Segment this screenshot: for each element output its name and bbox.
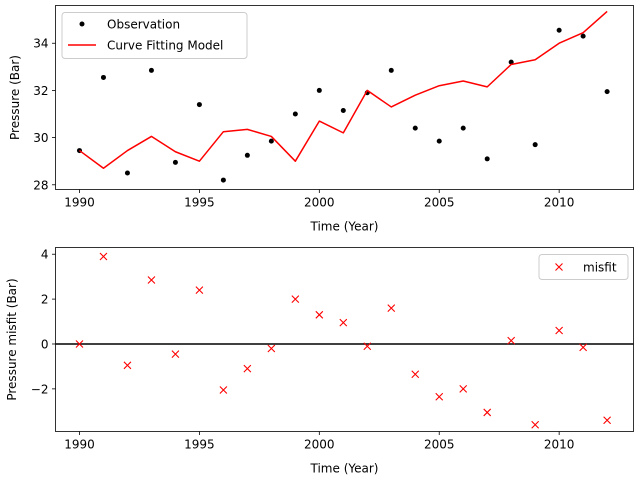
observation-point <box>316 87 322 93</box>
y-tick-label: 28 <box>33 178 48 192</box>
misfit-point <box>555 326 564 335</box>
misfit-point <box>411 370 420 379</box>
observation-point <box>292 111 298 117</box>
misfit-point <box>531 420 540 429</box>
x-tick-label: 2000 <box>304 196 335 210</box>
legend-label-observation: Observation <box>107 18 180 32</box>
misfit-point <box>603 416 612 425</box>
x-tick-label: 2005 <box>424 196 455 210</box>
observation-point <box>172 159 178 165</box>
model-curve-line <box>79 10 608 170</box>
observation-point <box>100 74 106 80</box>
observation-point <box>508 59 514 65</box>
x-tick-label: 2010 <box>544 196 575 210</box>
observation-point <box>244 152 250 158</box>
misfit-point <box>507 336 516 345</box>
legend-label-misfit: misfit <box>583 261 617 275</box>
x-axis-label: Time (Year) <box>310 220 379 234</box>
observation-point <box>484 156 490 162</box>
observation-point <box>436 138 442 144</box>
observation-point <box>340 107 346 113</box>
observation-point <box>388 67 394 73</box>
observation-point <box>196 102 202 108</box>
observation-point <box>532 142 538 148</box>
bottom-plot: 1990 1995 2000 2005 2010 −2 0 2 4 Time (Year) Pres… <box>5 247 634 476</box>
x-tick-label: 1990 <box>64 438 95 452</box>
axes-frame <box>55 5 634 190</box>
misfit-point <box>147 276 156 284</box>
x-tick-label: 2010 <box>544 438 575 452</box>
misfit-point <box>363 342 372 351</box>
misfit-point <box>195 286 204 295</box>
observation-point <box>268 138 274 144</box>
observation-point <box>460 125 466 131</box>
misfit-point <box>483 408 492 417</box>
misfit-point <box>315 310 324 319</box>
misfit-point <box>99 252 108 261</box>
misfit-point <box>267 344 276 353</box>
observation-point <box>124 170 130 176</box>
misfit-point <box>339 318 348 327</box>
legend: Observation Curve Fitting Model <box>61 12 248 59</box>
legend-observation-marker <box>79 21 85 27</box>
y-tick-label: 2 <box>41 293 49 307</box>
y-tick-label: −2 <box>31 382 49 396</box>
legend-label-model: Curve Fitting Model <box>107 39 223 53</box>
observation-point <box>580 33 586 39</box>
observation-point <box>556 27 562 33</box>
x-tick-label: 2005 <box>424 438 455 452</box>
y-tick-label: 30 <box>33 131 48 145</box>
observation-point <box>604 89 610 95</box>
y-tick-label: 34 <box>33 37 48 51</box>
observation-point <box>148 67 154 73</box>
misfit-point <box>171 350 180 358</box>
legend: misfit <box>538 254 629 280</box>
misfit-point <box>243 364 252 373</box>
y-axis-label: Pressure (Bar) <box>8 55 22 140</box>
x-tick-label: 1995 <box>184 196 215 210</box>
misfit-point <box>123 361 132 370</box>
misfit-point <box>291 295 300 303</box>
misfit-point <box>459 384 468 393</box>
misfit-point <box>75 340 84 348</box>
legend-misfit-marker <box>555 263 563 271</box>
legend-box <box>538 254 629 280</box>
legend-box <box>61 12 248 59</box>
y-axis-label: Pressure misfit (Bar) <box>5 278 19 400</box>
observation-point <box>412 125 418 131</box>
axes-frame <box>55 247 634 432</box>
x-tick-label: 1995 <box>184 438 215 452</box>
observation-point <box>220 177 226 183</box>
x-axis-label: Time (Year) <box>310 462 379 476</box>
y-tick-label: 4 <box>41 248 49 262</box>
misfit-point <box>435 392 444 401</box>
top-plot: 1990 1995 2000 2005 2010 28 30 32 34 Time (Year) P… <box>8 5 634 234</box>
y-tick-label: 0 <box>41 337 49 351</box>
misfit-point <box>219 386 228 394</box>
misfit-point <box>387 304 396 312</box>
misfit-point <box>579 343 588 352</box>
x-tick-label: 2000 <box>304 438 335 452</box>
x-tick-label: 1990 <box>64 196 95 210</box>
y-tick-label: 32 <box>33 84 48 98</box>
